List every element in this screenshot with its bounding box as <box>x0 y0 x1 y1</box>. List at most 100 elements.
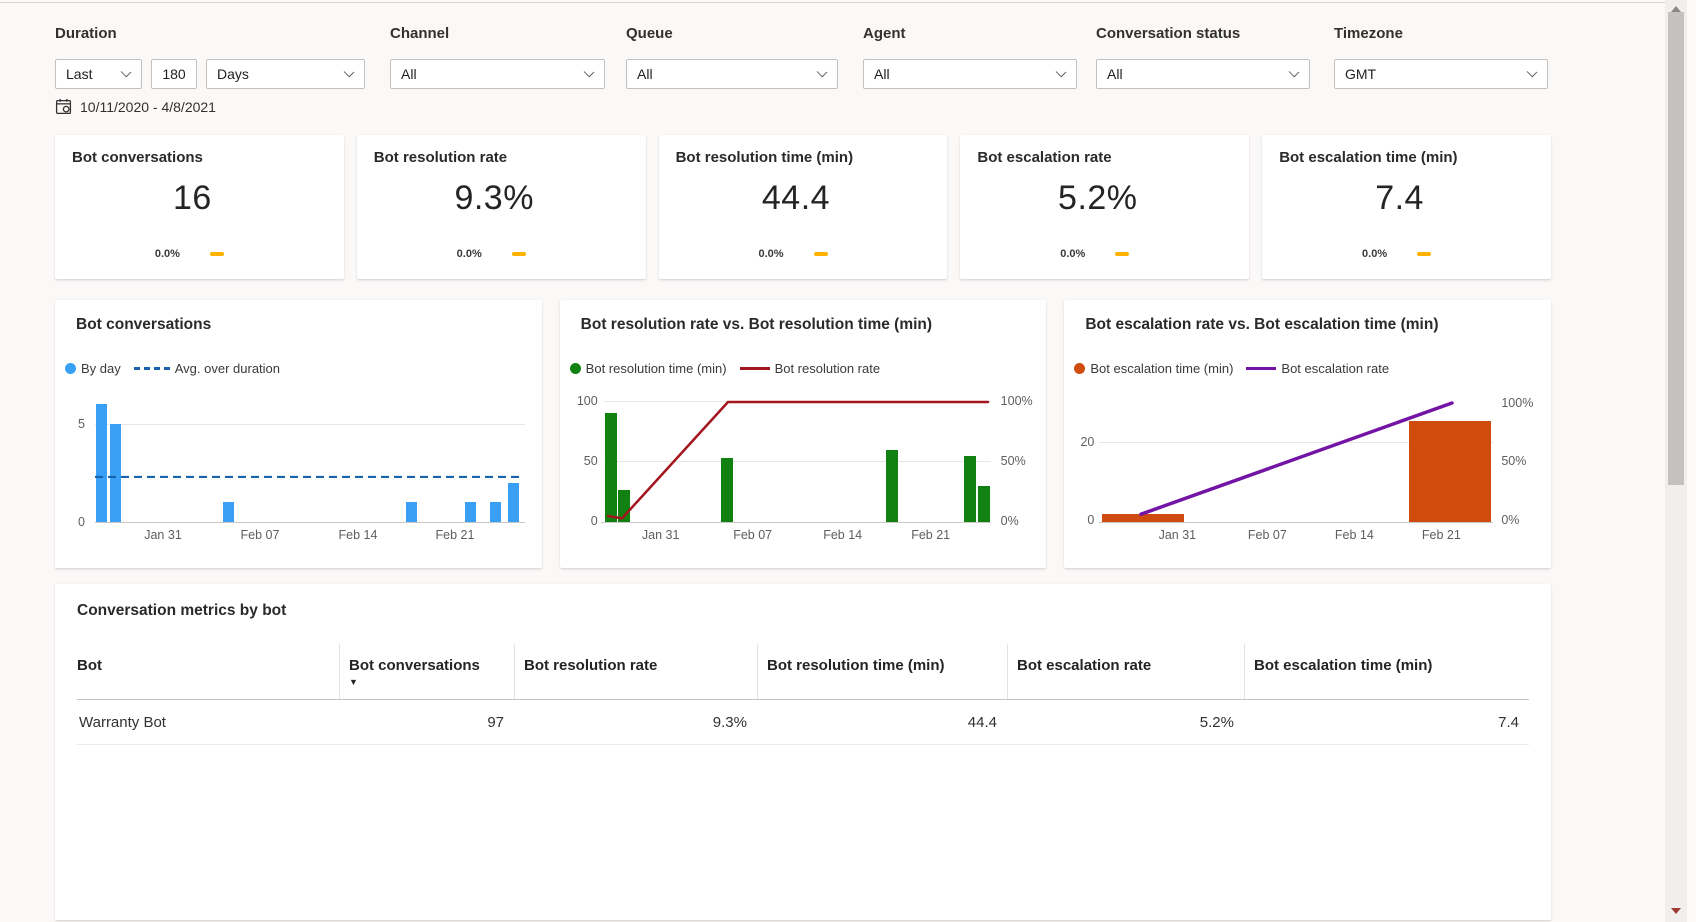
legend-item: Avg. over duration <box>133 361 280 376</box>
x-axis-tick-label: Jan 31 <box>1158 528 1197 542</box>
bar-jan-26[interactable] <box>604 412 617 522</box>
kpi-change-pct: 0.0% <box>456 248 482 260</box>
bar-jan-27[interactable] <box>110 424 121 522</box>
dot-legend-marker-icon <box>1074 363 1086 374</box>
chevron-down-icon <box>816 66 828 78</box>
legend-label: Bot resolution rate <box>774 361 881 376</box>
timezone-dropdown[interactable]: GMT <box>1334 59 1548 89</box>
kpi-trend: 0.0% <box>45 248 334 260</box>
flat-trend-icon <box>209 252 224 256</box>
bar-jan-26[interactable] <box>96 404 107 522</box>
conversation-metrics-table-card: Conversation metrics by bot Bot Bot conv… <box>55 584 1551 920</box>
duration-operator-dropdown[interactable]: Last <box>55 59 142 89</box>
calendar-icon <box>55 98 72 115</box>
table-title: Conversation metrics by bot <box>77 602 287 619</box>
chart-plot[interactable]: 0 50 100 0% 50% 100% Jan 31 Feb 07 Feb 14 Feb 21 <box>560 300 1047 568</box>
table-row[interactable]: Warranty Bot 97 9.3% 44.4 5.2% 7.4 <box>77 700 1529 745</box>
legend-label: By day <box>81 361 121 376</box>
bar-week-of-jan-24[interactable] <box>1102 514 1185 522</box>
bar-feb-25[interactable] <box>508 482 519 522</box>
gridline <box>603 461 991 462</box>
dashboard-content: Duration Last 180 Days Channel <box>55 25 1552 920</box>
duration-unit-dropdown[interactable]: Days <box>206 59 365 89</box>
legend-label: Bot escalation time (min) <box>1090 361 1234 376</box>
x-axis-line <box>1099 522 1494 523</box>
kpi-trend: 0.0% <box>347 248 636 260</box>
right-margin <box>1687 0 1696 922</box>
column-header-bot-resolution-time[interactable]: Bot resolution time (min) <box>757 644 1007 699</box>
conversation-status-label: Conversation status <box>1096 25 1241 42</box>
x-axis-tick-label: Feb 21 <box>1421 528 1461 542</box>
x-axis-tick-label: Feb 07 <box>240 528 280 542</box>
x-axis-tick-label: Feb 14 <box>338 528 378 542</box>
scroll-down-icon[interactable] <box>1671 908 1681 914</box>
filter-duration: Duration Last 180 Days <box>55 25 365 89</box>
kpi-title: Bot conversations <box>72 149 203 166</box>
agent-dropdown[interactable]: All <box>863 59 1077 89</box>
y-axis-tick-label: 20 <box>1080 435 1095 449</box>
legend-label: Bot escalation rate <box>1281 361 1390 376</box>
top-divider <box>0 2 1696 3</box>
flat-trend-icon <box>1417 252 1432 256</box>
bar-feb-05[interactable] <box>720 458 733 522</box>
chevron-down-icon <box>1288 66 1300 78</box>
gridline <box>603 401 991 402</box>
kpi-trend: 0.0% <box>649 248 938 260</box>
queue-dropdown[interactable]: All <box>626 59 838 89</box>
chevron-down-icon <box>1526 66 1538 78</box>
bar-feb-18[interactable] <box>885 450 898 522</box>
conversation-status-dropdown[interactable]: All <box>1096 59 1310 89</box>
x-axis-line <box>95 522 525 523</box>
bot-escalation-rate-line <box>1139 401 1455 516</box>
chart-title: Bot escalation rate vs. Bot escalation t… <box>1085 316 1439 333</box>
vertical-scrollbar[interactable] <box>1665 0 1687 922</box>
chart-plot[interactable]: 0 5 Jan 31 Feb 07 Feb 14 Feb 21 <box>55 300 542 568</box>
chevron-down-icon <box>1055 66 1067 78</box>
legend-item: Bot resolution rate <box>739 361 881 376</box>
x-axis-tick-label: Feb 21 <box>435 528 475 542</box>
chart-plot[interactable]: 0 20 0% 50% 100% Jan 31 Feb 07 Feb 14 Feb 21 <box>1064 300 1551 568</box>
y-axis-right-tick-label: 50% <box>1000 454 1026 468</box>
y-axis-tick-label: 5 <box>78 417 85 431</box>
column-header-bot-escalation-rate[interactable]: Bot escalation rate <box>1007 644 1244 699</box>
bar-feb-23[interactable] <box>963 456 976 522</box>
column-header-bot-resolution-rate[interactable]: Bot resolution rate <box>514 644 757 699</box>
cell-bot-conversations: 97 <box>487 713 504 731</box>
bar-jan-27[interactable] <box>617 489 630 522</box>
kpi-trend: 0.0% <box>950 248 1239 260</box>
x-axis-line <box>600 522 991 523</box>
cell-bot-resolution-time: 44.4 <box>967 713 997 731</box>
chart-legend: By day Avg. over duration <box>65 361 280 376</box>
chart-title: Bot conversations <box>76 316 212 333</box>
chart-legend: Bot escalation time (min) Bot escalation … <box>1074 361 1389 376</box>
bar-feb-22[interactable] <box>465 502 476 522</box>
filter-conversation-status: Conversation status All <box>1096 25 1310 89</box>
duration-label: Duration <box>55 25 117 42</box>
duration-value-input[interactable]: 180 <box>151 59 197 89</box>
table-header-row: Bot Bot conversations ▼ Bot resolution ra… <box>77 644 1529 700</box>
chart-bot-resolution: Bot resolution rate vs. Bot resolution t… <box>559 300 1047 568</box>
bar-feb-18[interactable] <box>406 502 417 522</box>
channel-value: All <box>401 66 417 82</box>
kpi-value: 9.3% <box>454 179 534 217</box>
column-header-bot[interactable]: Bot <box>77 657 102 674</box>
scrollbar-thumb[interactable] <box>1668 12 1684 485</box>
chart-bot-escalation: Bot escalation rate vs. Bot escalation t… <box>1064 300 1552 568</box>
channel-dropdown[interactable]: All <box>390 59 605 89</box>
bar-feb-24[interactable] <box>490 502 501 522</box>
chart-bot-conversations: Bot conversations By day Avg. over durati… <box>55 300 542 568</box>
scroll-up-icon[interactable] <box>1671 6 1681 12</box>
y-axis-right-tick-label: 50% <box>1501 454 1527 468</box>
chevron-down-icon <box>120 66 132 78</box>
column-header-bot-escalation-time[interactable]: Bot escalation time (min) <box>1244 644 1529 699</box>
y-axis-right-tick-label: 0% <box>1000 514 1019 528</box>
y-axis-tick-label: 0 <box>78 515 85 529</box>
x-axis-tick-label: Jan 31 <box>641 528 680 542</box>
bar-week-of-feb-21[interactable] <box>1409 420 1492 522</box>
kpi-value: 44.4 <box>761 179 831 217</box>
bar-feb-24[interactable] <box>977 486 990 522</box>
kpi-change-pct: 0.0% <box>1362 248 1388 260</box>
bar-feb-05[interactable] <box>223 502 234 522</box>
x-axis-tick-label: Feb 07 <box>733 528 773 542</box>
column-header-bot-conversations[interactable]: Bot conversations ▼ <box>339 644 514 699</box>
